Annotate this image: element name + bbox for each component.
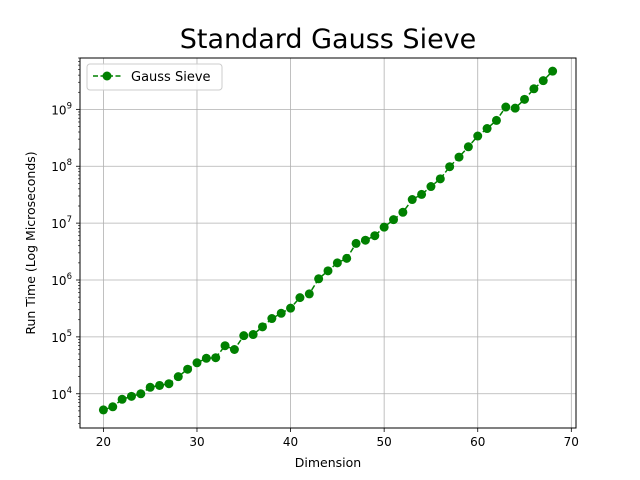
data-point xyxy=(482,124,492,134)
x-tick-label: 40 xyxy=(283,435,298,449)
grid-lines xyxy=(80,58,576,428)
data-point xyxy=(370,231,380,241)
y-axis-label: Run Time (Log Microseconds) xyxy=(23,151,38,334)
data-point xyxy=(136,389,146,399)
data-point xyxy=(538,76,548,86)
y-tick-label: 106 xyxy=(51,272,72,288)
series-line-gauss-sieve xyxy=(103,70,554,411)
chart-title: Standard Gauss Sieve xyxy=(180,24,477,55)
data-point xyxy=(98,405,108,415)
data-point xyxy=(257,322,267,332)
data-point xyxy=(389,215,399,225)
x-tick-label: 20 xyxy=(96,435,111,449)
data-point xyxy=(126,391,136,401)
data-point xyxy=(463,142,473,152)
data-point xyxy=(501,102,511,112)
y-tick-label: 107 xyxy=(51,215,72,231)
data-point xyxy=(211,353,221,363)
data-point xyxy=(286,303,296,313)
x-tick-label: 70 xyxy=(564,435,579,449)
data-point xyxy=(145,382,155,392)
data-point xyxy=(183,364,193,374)
data-point xyxy=(454,152,464,162)
y-tick-label: 105 xyxy=(51,329,72,345)
data-point xyxy=(351,238,361,248)
data-point xyxy=(520,94,530,104)
legend-box xyxy=(86,63,223,91)
data-point xyxy=(332,258,342,268)
data-point xyxy=(426,182,436,192)
y-tick-label: 109 xyxy=(51,101,72,117)
data-point xyxy=(201,353,211,363)
legend: Gauss Sieve xyxy=(86,63,223,91)
data-point xyxy=(435,174,445,184)
data-point xyxy=(108,402,118,412)
data-point xyxy=(342,253,352,263)
data-point xyxy=(407,195,417,205)
data-point xyxy=(398,207,408,217)
data-point xyxy=(173,372,183,382)
data-point xyxy=(267,314,277,324)
data-point xyxy=(548,66,558,76)
y-axis: 104 105 106 107 108 109 xyxy=(51,57,80,424)
data-point xyxy=(248,330,258,340)
x-tick-label: 30 xyxy=(189,435,204,449)
x-tick-label: 50 xyxy=(377,435,392,449)
axes-frame xyxy=(79,57,577,429)
data-point xyxy=(276,308,286,318)
data-point xyxy=(445,162,455,172)
plot-area xyxy=(98,66,558,415)
x-tick-label: 60 xyxy=(470,435,485,449)
data-point xyxy=(164,379,174,389)
data-point xyxy=(529,84,539,94)
data-point xyxy=(239,331,249,341)
data-point xyxy=(417,189,427,199)
data-point xyxy=(304,289,314,299)
data-point xyxy=(117,394,127,404)
legend-marker xyxy=(102,71,112,81)
data-point xyxy=(314,274,324,284)
data-point xyxy=(323,266,333,276)
data-point xyxy=(473,131,483,141)
legend-entry-gauss-sieve: Gauss Sieve xyxy=(131,70,211,85)
y-tick-label: 104 xyxy=(51,386,72,402)
x-axis-label: Dimension xyxy=(295,455,361,470)
x-axis: 20 30 40 50 60 70 xyxy=(96,428,579,449)
data-point xyxy=(491,115,501,125)
data-point xyxy=(192,358,202,368)
data-point xyxy=(229,344,239,354)
data-point xyxy=(220,341,230,351)
y-tick-label: 108 xyxy=(51,158,72,174)
data-point xyxy=(155,380,165,390)
data-point xyxy=(379,222,389,232)
data-point xyxy=(360,235,370,245)
data-point xyxy=(295,293,305,303)
data-point xyxy=(510,103,520,113)
